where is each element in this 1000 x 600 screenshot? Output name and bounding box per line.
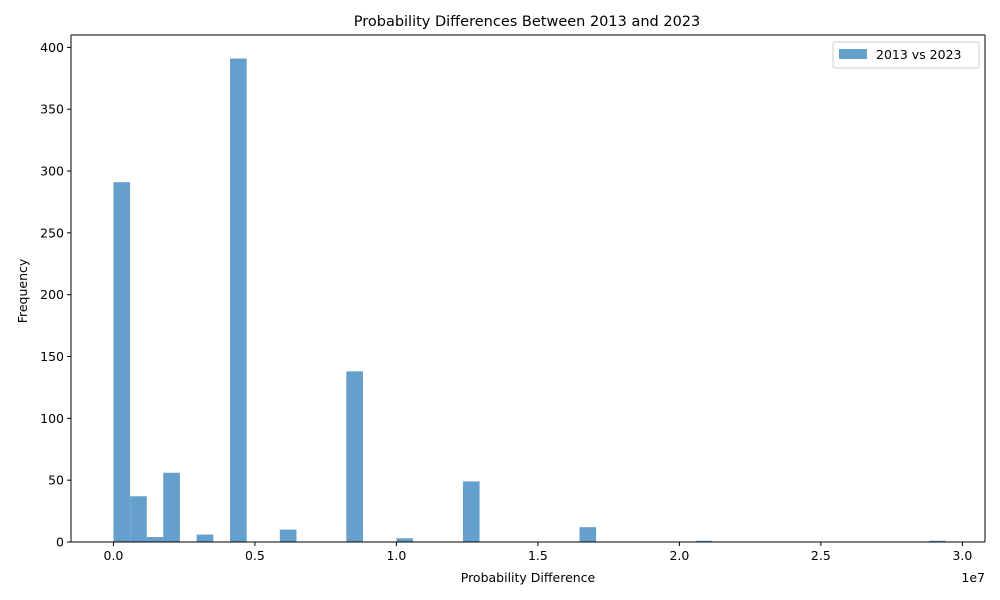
histogram-bar (146, 537, 164, 542)
y-tick-label: 300 (40, 164, 64, 179)
y-tick-label: 250 (40, 225, 64, 240)
histogram-bar (928, 540, 946, 542)
histogram-bar (196, 534, 214, 542)
histogram-bar (462, 481, 480, 542)
histogram-bar (579, 527, 597, 542)
x-tick-label: 3.0 (952, 548, 972, 563)
histogram-bar (346, 371, 363, 542)
x-tick-label: 0.0 (104, 548, 124, 563)
y-tick-label: 150 (40, 349, 64, 364)
axes (70, 34, 986, 543)
x-axis-label: Probability Difference (461, 570, 596, 585)
chart-title: Probability Differences Between 2013 and… (354, 14, 701, 30)
histogram-bar (113, 182, 131, 542)
x-tick-label: 2.0 (669, 548, 689, 563)
x-tick-label: 1.5 (528, 548, 548, 563)
y-tick-label: 100 (40, 411, 64, 426)
x-axis-ticks: 0.0 0.5 1.0 1.5 2.0 2.5 3.0 (104, 542, 972, 563)
y-axis-label: Frequency (15, 258, 30, 323)
histogram-bar (130, 496, 147, 542)
x-tick-label: 2.5 (811, 548, 831, 563)
histogram-bar (279, 529, 297, 542)
histogram-bar (230, 58, 247, 542)
x-axis-offset-label: 1e7 (961, 570, 985, 585)
histogram-bars (113, 58, 946, 542)
y-tick-label: 0 (56, 535, 64, 550)
y-tick-label: 50 (48, 473, 64, 488)
y-axis-ticks: 0 50 100 150 200 250 300 350 400 (40, 40, 71, 550)
histogram-bar (396, 538, 414, 542)
histogram-bar (163, 472, 180, 542)
x-tick-label: 0.5 (245, 548, 265, 563)
y-tick-label: 350 (40, 102, 64, 117)
legend: 2013 vs 2023 (832, 41, 980, 69)
legend-label: 2013 vs 2023 (876, 47, 961, 62)
legend-frame (832, 41, 980, 69)
y-tick-label: 400 (40, 40, 64, 55)
legend-swatch (839, 49, 867, 59)
y-tick-label: 200 (40, 287, 64, 302)
x-tick-label: 1.0 (386, 548, 406, 563)
histogram-bar (695, 540, 713, 542)
